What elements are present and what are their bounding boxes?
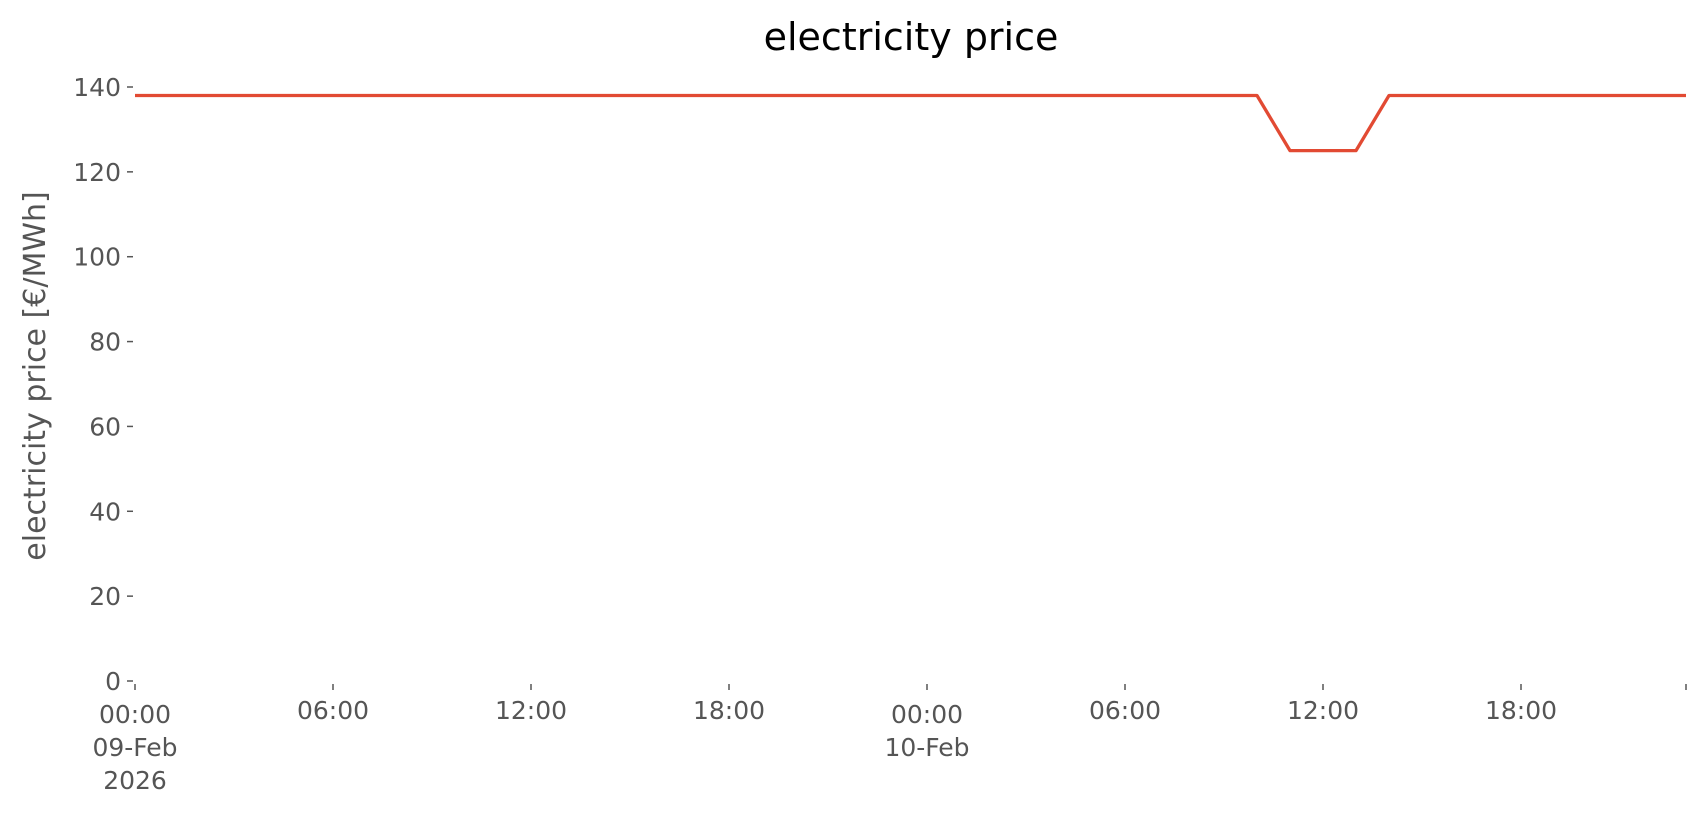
chart-title: electricity price <box>764 15 1059 59</box>
x-tick-label: 12:00 <box>495 696 567 725</box>
x-tick-label-line: 00:00 <box>99 700 171 729</box>
x-tick-label: 18:00 <box>1485 696 1557 725</box>
x-tick-label-line: 12:00 <box>1287 696 1359 725</box>
y-tick-label: 120 <box>73 158 121 187</box>
y-tick-label: 20 <box>89 582 121 611</box>
x-tick-label-line: 18:00 <box>693 696 765 725</box>
x-tick-label: 00:00 10-Feb <box>884 700 969 762</box>
y-tick-label: 60 <box>89 412 121 441</box>
x-tick-label: 12:00 <box>1287 696 1359 725</box>
y-tick-label: 0 <box>105 667 121 696</box>
x-tick-label-line: 06:00 <box>1089 696 1161 725</box>
price-line <box>135 93 1686 153</box>
x-tick-label-line: 09-Feb <box>92 733 177 762</box>
y-axis-label: electricity price [€/MWh] <box>18 191 53 560</box>
x-tick-label-line: 06:00 <box>297 696 369 725</box>
y-tick-label: 140 <box>73 73 121 102</box>
x-tick-label: 06:00 <box>297 696 369 725</box>
x-tick-label-line: 2026 <box>103 766 167 795</box>
y-tick-label: 100 <box>73 243 121 272</box>
x-tick-label-line: 10-Feb <box>884 733 969 762</box>
y-tick-label: 80 <box>89 328 121 357</box>
x-tick-label: 18:00 <box>693 696 765 725</box>
x-tick-label: 06:00 <box>1089 696 1161 725</box>
x-tick-label: 00:00 09-Feb 2026 <box>92 700 177 795</box>
x-tick-label-line: 12:00 <box>495 696 567 725</box>
y-tick-label: 40 <box>89 497 121 526</box>
x-tick-label-line: 00:00 <box>891 700 963 729</box>
x-tick-label-line: 18:00 <box>1485 696 1557 725</box>
